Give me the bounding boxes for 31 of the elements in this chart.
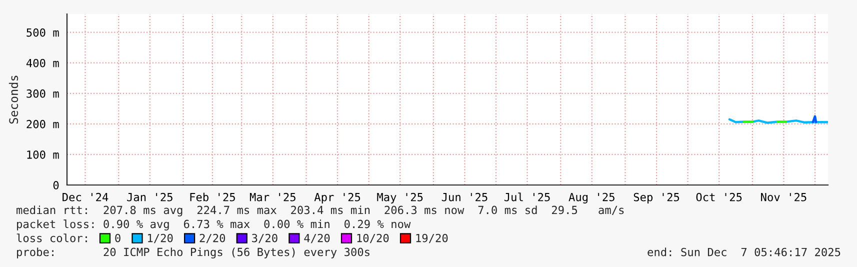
- text: median rtt: 207.8 ms avg 224.7 ms max 203.4 ms min 206.3 ms now 7.0 ms sd 29.5 am/s: [16, 206, 624, 216]
- x-tick-label: Aug '25: [568, 192, 614, 204]
- x-tick-label: Apr '25: [314, 192, 360, 204]
- legend-label: 19/20: [416, 234, 448, 244]
- y-tick-label: 0: [53, 181, 59, 190]
- x-tick-label: Sep '25: [634, 192, 680, 204]
- x-tick-label: Nov '25: [761, 192, 806, 202]
- y-tick-label: 200 m: [26, 120, 59, 128]
- y-tick-label: 500 m: [26, 28, 59, 37]
- x-tick-label: Jun '25: [442, 192, 488, 202]
- x-tick-label: May '25: [377, 192, 423, 204]
- legend-title: loss color:: [16, 234, 87, 242]
- legend-label: 0: [115, 234, 120, 242]
- text: packet loss: 0.90 % avg 6.73 % max 0.00 % min 0.29 % now: [17, 220, 411, 230]
- x-tick-label: Jan '25: [127, 192, 172, 202]
- legend-label: 3/20: [252, 234, 278, 244]
- y-tick-label: 400 m: [26, 58, 59, 68]
- legend-label: 1/20: [148, 234, 173, 244]
- legend-label: 2/20: [200, 234, 226, 244]
- legend-label: 4/20: [304, 234, 330, 244]
- y-tick-label: 300 m: [26, 89, 59, 98]
- y-axis-title: Seconds: [8, 76, 18, 124]
- legend-label: 10/20: [357, 234, 389, 244]
- text: probe: 20 ICMP Echo Pings (56 Bytes) every 300s: [17, 248, 370, 258]
- y-tick-label: 100 m: [27, 150, 59, 159]
- x-tick-label: Oct '25: [696, 192, 742, 202]
- x-tick-label: Mar '25: [250, 192, 296, 202]
- x-tick-label: Feb '25: [190, 192, 235, 202]
- x-tick-label: Jul '25: [504, 192, 550, 202]
- text: end: Sun Dec 7 05:46:17 2025: [648, 248, 840, 256]
- x-tick-label: Dec '24: [62, 192, 108, 202]
